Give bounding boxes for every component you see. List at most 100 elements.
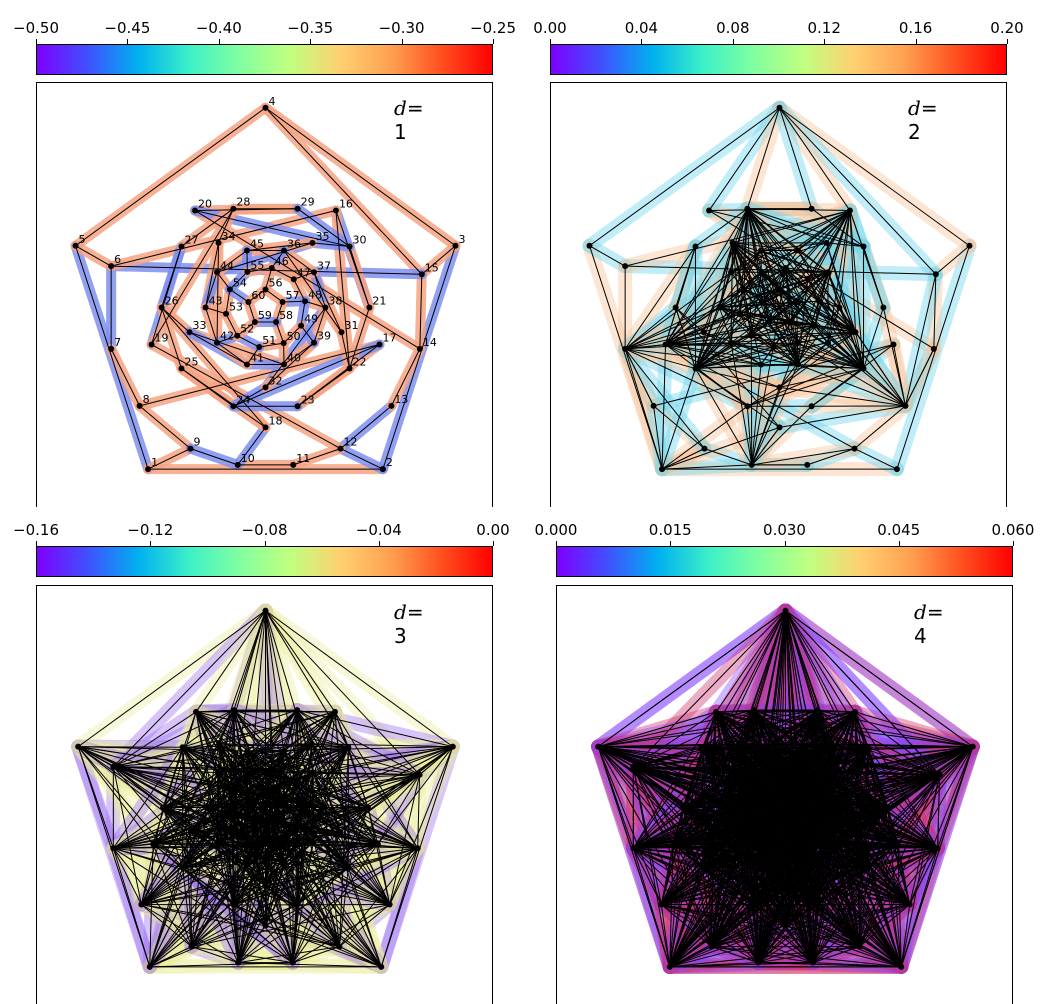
graph-node (226, 286, 233, 293)
graph-edge (312, 772, 341, 833)
graph-node (280, 340, 287, 347)
graph-node (235, 959, 242, 966)
colorbar-tick-mark (824, 39, 826, 44)
graph-edge (695, 208, 748, 247)
graph-edge (190, 831, 248, 865)
graph-node (297, 822, 304, 829)
node-label: 42 (220, 330, 234, 343)
graph-node (186, 329, 193, 336)
graph-node (108, 263, 115, 270)
node-label: 25 (184, 356, 198, 369)
graph-edge (849, 210, 865, 369)
graph-edge (719, 250, 762, 308)
graph-edge (746, 406, 753, 465)
graph-edge (217, 789, 231, 843)
graph-edge (719, 301, 797, 308)
graph-edge (624, 307, 676, 350)
graph-edge (265, 867, 349, 927)
node-label: 24 (236, 393, 250, 406)
graph-edge (190, 448, 238, 466)
graph-edge (719, 307, 798, 344)
graph-edge (768, 267, 787, 323)
graph-edge (419, 274, 423, 349)
graph-edge (283, 342, 315, 365)
graph-edge (797, 331, 856, 365)
graph-edge (149, 904, 298, 968)
colorbar-tick-label: 0.00 (476, 521, 510, 539)
graph-node (234, 332, 241, 339)
graph-edge (217, 841, 266, 887)
graph-node (289, 959, 296, 966)
graph-node (214, 769, 221, 776)
graph-node (748, 332, 755, 339)
graph-edge (217, 772, 266, 791)
colorbar-tick-label: −0.40 (195, 19, 242, 37)
graph-node (178, 365, 185, 372)
graph-node (622, 263, 629, 270)
d-symbol: d (394, 600, 407, 624)
graph-edge (732, 242, 774, 348)
node-label: 1 (151, 456, 158, 469)
d-value: = 1 (394, 96, 424, 144)
graph-edge (296, 709, 349, 748)
d-symbol: d (394, 96, 407, 120)
graph-edge (247, 301, 256, 323)
colorbar-tick-mark (401, 39, 403, 44)
colorbar-tick-mark (378, 541, 380, 546)
graph-edge (300, 743, 313, 826)
graph-edge (779, 289, 856, 333)
colorbar-tick-label: −0.25 (470, 19, 516, 37)
graph-edge (341, 332, 351, 369)
graph-node (309, 239, 316, 246)
graph-edge (233, 709, 335, 713)
graph-edge (265, 747, 349, 887)
graph-node (310, 839, 317, 846)
graph-edge (760, 210, 851, 251)
graph-edge (195, 711, 235, 905)
graph-node (110, 845, 117, 852)
graph-node (321, 804, 328, 811)
graph-frame-d2 (550, 82, 1007, 507)
graph-node (812, 322, 819, 329)
graph-edge (296, 709, 314, 773)
graph-node (757, 361, 764, 368)
graph-node (110, 763, 117, 770)
node-label: 8 (143, 393, 150, 406)
colorbar-tick-mark (264, 541, 266, 546)
graph-edge (779, 405, 906, 428)
graph-edge (933, 274, 937, 349)
graph-node (794, 340, 801, 347)
graph-edge (882, 307, 906, 406)
graph-edge (589, 245, 626, 267)
graph-edge (217, 772, 249, 803)
colorbar-tick-mark (36, 39, 37, 44)
graph-edge (304, 300, 326, 308)
graph-edge (297, 208, 350, 247)
graph-frame-d4 (556, 585, 1013, 1004)
node-label: 17 (382, 332, 396, 345)
graph-edge (265, 307, 326, 388)
graph-edge (814, 272, 829, 326)
graph-edge (760, 271, 799, 365)
graph-edge (773, 325, 816, 348)
graph-edge (265, 107, 456, 247)
graph-node (294, 901, 301, 908)
colorbar-tick-mark (915, 39, 917, 44)
graph-edge (237, 335, 260, 348)
colorbar-tick-mark (127, 39, 129, 44)
graph-edge (779, 289, 816, 326)
graph-node (244, 769, 251, 776)
graph-edge (293, 448, 341, 466)
graph-edge (653, 405, 705, 449)
graph-edge (334, 711, 349, 748)
graph-edge (863, 307, 884, 369)
graph-edge (110, 348, 141, 407)
graph-edge (195, 711, 305, 802)
graph-edge (732, 242, 745, 290)
graph-edge (730, 342, 799, 365)
graph-edge (624, 348, 705, 449)
graph-edge (340, 831, 379, 845)
graph-edge (719, 307, 774, 348)
colorbar-tick-mark (732, 39, 734, 44)
graph-edge (77, 746, 151, 967)
